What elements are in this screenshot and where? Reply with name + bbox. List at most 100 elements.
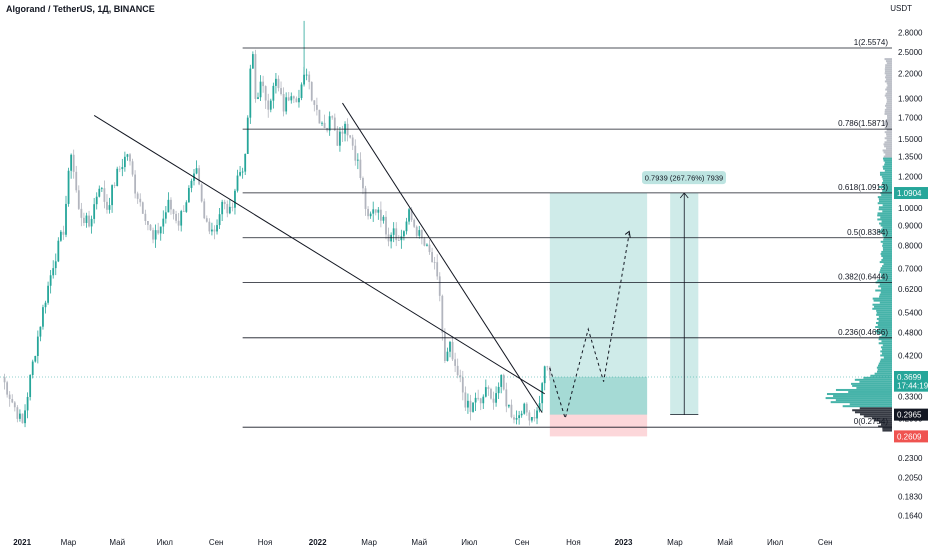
candle-body bbox=[451, 341, 454, 360]
volume-bar bbox=[882, 181, 892, 184]
volume-bar bbox=[874, 305, 892, 308]
y-tick-label: 0.4200 bbox=[898, 351, 923, 360]
price-tag-label: 0.2609 bbox=[897, 432, 922, 441]
volume-bar bbox=[883, 159, 892, 162]
x-tick-label: Мар bbox=[361, 538, 377, 547]
candle-body bbox=[275, 78, 277, 86]
candle-body bbox=[162, 218, 165, 227]
volume-bar bbox=[885, 118, 892, 121]
candle-body bbox=[377, 209, 380, 213]
candle-body bbox=[244, 153, 247, 172]
volume-bar bbox=[885, 66, 892, 69]
measure-arrowhead bbox=[679, 192, 689, 199]
fib-level-label: 1(2.5574) bbox=[854, 38, 889, 47]
candle-body bbox=[136, 193, 139, 199]
volume-bar bbox=[877, 214, 892, 217]
candle-body bbox=[505, 389, 508, 407]
volume-bar bbox=[880, 358, 892, 361]
candle-body bbox=[369, 213, 372, 217]
volume-bar bbox=[881, 194, 892, 197]
candle-body bbox=[34, 355, 37, 362]
trendlines bbox=[93, 102, 545, 413]
candle-body bbox=[277, 78, 280, 89]
volume-bar bbox=[885, 104, 892, 107]
volume-bar bbox=[872, 303, 892, 306]
candle-body bbox=[159, 226, 162, 234]
y-tick-label: 1.0000 bbox=[898, 204, 923, 213]
candle-body bbox=[175, 213, 177, 221]
y-tick-label: 1.7000 bbox=[898, 113, 923, 122]
candle-body bbox=[418, 230, 421, 236]
volume-bar bbox=[884, 70, 892, 73]
volume-bar bbox=[878, 338, 892, 341]
target-zone bbox=[549, 193, 648, 415]
volume-bar bbox=[883, 151, 892, 154]
candle-body bbox=[19, 413, 21, 419]
volume-bar bbox=[879, 222, 892, 225]
x-tick-label: Мар bbox=[667, 538, 683, 547]
candle-body bbox=[495, 393, 497, 403]
volume-bar bbox=[873, 419, 892, 422]
candle-body bbox=[461, 377, 464, 393]
candle-body bbox=[433, 262, 436, 263]
candle-body bbox=[349, 135, 352, 138]
trendline bbox=[93, 115, 545, 395]
volume-bar bbox=[877, 368, 892, 371]
candle-body bbox=[359, 159, 362, 178]
y-tick-label: 0.5400 bbox=[898, 309, 923, 318]
candle-body bbox=[72, 154, 75, 172]
candle-body bbox=[328, 116, 331, 131]
x-tick-label: Май bbox=[717, 538, 733, 547]
candle-body bbox=[11, 398, 14, 403]
volume-bar bbox=[884, 123, 892, 126]
fib-level-label: 0.382(0.6444) bbox=[838, 273, 888, 282]
candle-body bbox=[285, 97, 288, 112]
fib-level-label: 0.5(0.8384) bbox=[847, 228, 888, 237]
candle-body bbox=[482, 396, 485, 404]
candle-body bbox=[441, 295, 444, 333]
volume-bar bbox=[881, 220, 892, 223]
volume-bar bbox=[880, 423, 892, 426]
candle-body bbox=[413, 219, 416, 227]
candle-body bbox=[149, 224, 152, 231]
volume-bar bbox=[879, 171, 892, 174]
volume-bar bbox=[885, 88, 892, 91]
candle-body bbox=[436, 262, 439, 277]
chart-title: Algorand / TetherUS, 1Д, BINANCE bbox=[6, 4, 155, 14]
candle-body bbox=[333, 117, 336, 131]
y-tick-label: 0.3300 bbox=[898, 392, 923, 401]
time-axis: 2021 Мар Май Июл Сен Ноя 2022 Мар Май Июл Сен Ноя 20… bbox=[13, 538, 832, 547]
candle-body bbox=[83, 217, 85, 223]
candle-body bbox=[298, 98, 300, 103]
volume-bar bbox=[835, 399, 892, 402]
volume-bar bbox=[886, 139, 892, 142]
candle-body bbox=[523, 403, 526, 414]
x-tick-label: Июл bbox=[767, 538, 784, 547]
candle-body bbox=[367, 208, 369, 217]
volume-bar bbox=[884, 80, 892, 83]
candle-body bbox=[118, 168, 121, 170]
candle-body bbox=[195, 168, 198, 174]
volume-bar bbox=[877, 370, 892, 373]
volume-bar bbox=[878, 206, 892, 209]
candle-body bbox=[339, 131, 341, 146]
volume-bar bbox=[882, 149, 892, 152]
candle-body bbox=[93, 204, 96, 219]
volume-bar bbox=[884, 163, 892, 166]
candle-body bbox=[216, 225, 218, 232]
x-tick-label: 2022 bbox=[309, 538, 327, 547]
candle-body bbox=[385, 216, 387, 235]
volume-bar bbox=[879, 301, 892, 304]
volume-bar bbox=[881, 273, 892, 276]
candle-body bbox=[280, 88, 282, 95]
volume-bar bbox=[880, 346, 892, 349]
candle-body bbox=[167, 199, 170, 213]
candle-body bbox=[379, 209, 382, 221]
candle-body bbox=[57, 240, 60, 262]
candle-body bbox=[431, 252, 433, 263]
volume-bar bbox=[886, 129, 892, 132]
volume-bar bbox=[885, 125, 892, 128]
volume-bar bbox=[875, 326, 892, 329]
